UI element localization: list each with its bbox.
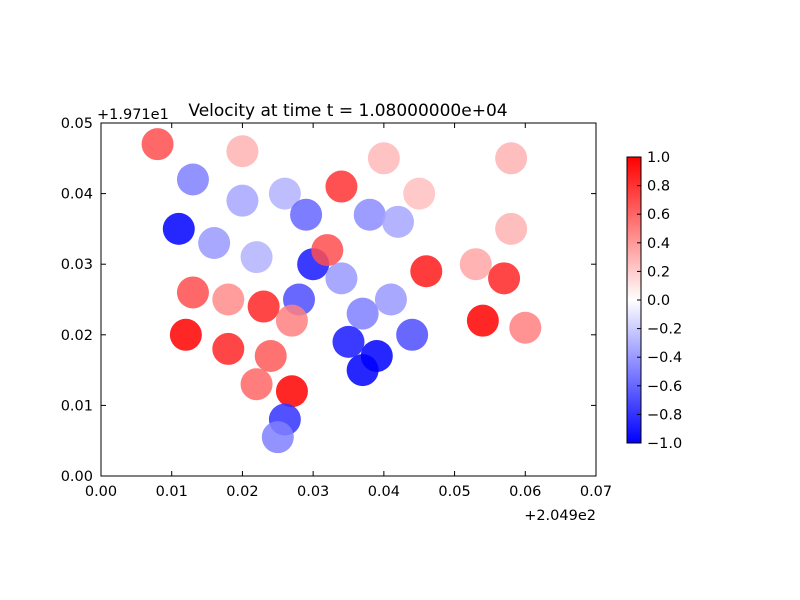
y-offset-label: +1.971e1 <box>97 107 169 123</box>
heatmap-cell <box>254 339 287 372</box>
heatmap-cell <box>325 262 358 295</box>
heatmap-cell <box>466 304 499 337</box>
y-tick-label: 0.05 <box>61 116 93 132</box>
colorbar-tick-label: 0.0 <box>647 293 670 309</box>
heatmap-cell <box>325 170 358 203</box>
heatmap-cell <box>162 212 195 245</box>
heatmap-cell <box>396 318 429 351</box>
heatmap-cell <box>240 368 273 401</box>
x-tick-label: 0.02 <box>226 484 258 500</box>
heatmap-cell <box>198 227 231 260</box>
heatmap-cell <box>311 234 344 267</box>
x-tick-label: 0.05 <box>438 484 470 500</box>
heatmap-cell <box>212 283 245 316</box>
heatmap-cell <box>226 135 259 168</box>
heatmap-cell <box>290 198 323 231</box>
y-tick-label: 0.02 <box>61 328 93 344</box>
heatmap-cell <box>403 177 436 210</box>
heatmap-cell <box>374 283 407 316</box>
colorbar-tick-label: 1.0 <box>647 150 670 166</box>
heatmap-cell <box>488 262 521 295</box>
heatmap-cell <box>275 375 308 408</box>
colorbar-tick-label: −0.2 <box>647 322 682 338</box>
heatmap-cell <box>176 163 209 196</box>
heatmap-cell <box>240 241 273 274</box>
heatmap-cell <box>410 255 443 288</box>
colorbar-tick-label: −0.6 <box>647 379 682 395</box>
colorbar-tick-label: 0.8 <box>647 179 670 195</box>
x-tick-label: 0.00 <box>85 484 117 500</box>
colorbar-tick-label: 0.4 <box>647 236 670 252</box>
y-tick-label: 0.00 <box>61 469 93 485</box>
heatmap-cells <box>141 128 542 454</box>
heatmap-cell <box>382 205 414 238</box>
heatmap-cell <box>176 276 209 309</box>
heatmap-cell <box>226 184 259 217</box>
axes-frame <box>100 122 597 477</box>
heatmap-cell <box>353 198 386 231</box>
heatmap-cell <box>275 304 308 337</box>
colorbar-tick-label: 0.6 <box>647 207 670 223</box>
x-tick-label: 0.06 <box>509 484 541 500</box>
x-tick-label: 0.01 <box>156 484 188 500</box>
heatmap-cell <box>212 332 245 365</box>
heatmap-cell <box>141 128 174 161</box>
heatmap-cell <box>459 248 492 281</box>
y-tick-label: 0.04 <box>61 187 93 203</box>
colorbar-tick-label: −0.4 <box>647 350 682 366</box>
heatmap-cell <box>346 354 379 387</box>
heatmap-cell <box>509 311 542 344</box>
heatmap-cell <box>495 142 528 175</box>
colorbar-tick-label: 0.2 <box>647 264 670 280</box>
colorbar-ticks: 1.0 0.8 0.6 0.4 0.2 0.0 −0.2 −0.4 −0.6 −0.8 −1.0 <box>637 150 682 452</box>
y-axis-ticks: 0.00 0.01 0.02 0.03 0.04 0.05 <box>61 116 596 485</box>
heatmap-cell <box>346 297 379 330</box>
y-tick-label: 0.03 <box>61 257 93 273</box>
x-offset-label: +2.049e2 <box>524 508 596 524</box>
y-tick-label: 0.01 <box>61 398 93 414</box>
colorbar-tick-label: −1.0 <box>647 436 682 452</box>
x-tick-label: 0.03 <box>297 484 329 500</box>
heatmap-cell <box>169 318 202 351</box>
x-tick-label: 0.04 <box>368 484 400 500</box>
heatmap-cell <box>495 212 528 245</box>
heatmap-cell <box>261 421 294 454</box>
heatmap-cell <box>268 177 301 210</box>
heatmap-cell <box>367 142 400 175</box>
heatmap-cell <box>332 325 365 358</box>
chart-title: Velocity at time t = 1.08000000e+04 <box>188 101 507 121</box>
x-axis-ticks: 0.00 0.01 0.02 0.03 0.04 0.05 0.06 0.07 <box>85 123 612 500</box>
colorbar-tick-label: −0.8 <box>647 407 682 423</box>
x-tick-label: 0.07 <box>580 484 612 500</box>
heatmap-cell <box>247 290 280 323</box>
